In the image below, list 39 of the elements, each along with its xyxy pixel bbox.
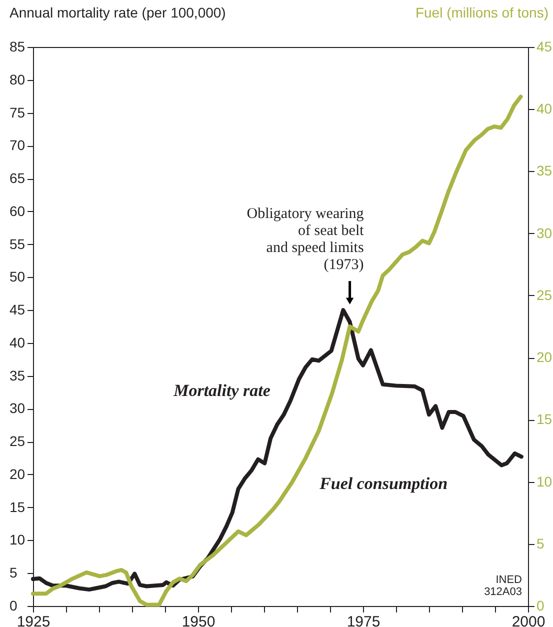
y2-tick-label: 25 bbox=[536, 286, 552, 303]
x-tick-label: 1975 bbox=[346, 614, 380, 627]
y-tick-label: 20 bbox=[10, 466, 26, 482]
y2-tick-label: 45 bbox=[536, 38, 552, 54]
annotation: INED 312A03 bbox=[484, 574, 522, 598]
y-tick-label: 45 bbox=[10, 302, 26, 318]
x-tick-label: 1925 bbox=[16, 614, 50, 627]
y2-tick-label: 5 bbox=[536, 535, 544, 552]
y2-tick-label: 20 bbox=[536, 349, 552, 366]
x-tick-label: 1950 bbox=[182, 614, 216, 627]
y-tick-label: 50 bbox=[10, 268, 26, 285]
y2-tick-label: 0 bbox=[536, 598, 544, 614]
y-tick-label: 10 bbox=[10, 532, 26, 548]
y-tick-label: 30 bbox=[10, 400, 26, 416]
series-label: Mortality rate bbox=[172, 380, 271, 400]
y2-tick-label: 40 bbox=[536, 100, 552, 117]
y-tick-label: 60 bbox=[10, 202, 26, 219]
x-tick-label: 2000 bbox=[512, 614, 546, 627]
y-tick-label: 0 bbox=[10, 598, 18, 614]
y2-axis-title: Fuel (millions of tons) bbox=[415, 4, 548, 20]
y-tick-label: 65 bbox=[10, 170, 26, 186]
y-tick-label: 70 bbox=[10, 137, 26, 154]
y-tick-label: 55 bbox=[10, 236, 26, 252]
y-tick-label: 5 bbox=[10, 564, 18, 581]
y-tick-label: 75 bbox=[10, 104, 26, 120]
y-tick-label: 80 bbox=[10, 71, 26, 88]
y-tick-label: 15 bbox=[10, 498, 26, 515]
y-tick-label: 40 bbox=[10, 334, 26, 350]
y-tick-label: 35 bbox=[10, 367, 26, 384]
series-label: Fuel consumption bbox=[318, 474, 448, 494]
y2-tick-label: 35 bbox=[536, 162, 552, 179]
y-tick-label: 85 bbox=[10, 38, 26, 54]
line-series bbox=[31, 94, 523, 607]
y2-tick-label: 10 bbox=[536, 473, 552, 490]
y-axis-title: Annual mortality rate (per 100,000) bbox=[10, 4, 226, 20]
y2-tick-label: 15 bbox=[536, 411, 552, 428]
y2-tick-label: 30 bbox=[536, 224, 552, 241]
y-tick-label: 25 bbox=[10, 433, 26, 450]
annotation: Obligatory wearing of seat belt and speed limits (1973) bbox=[246, 206, 365, 274]
